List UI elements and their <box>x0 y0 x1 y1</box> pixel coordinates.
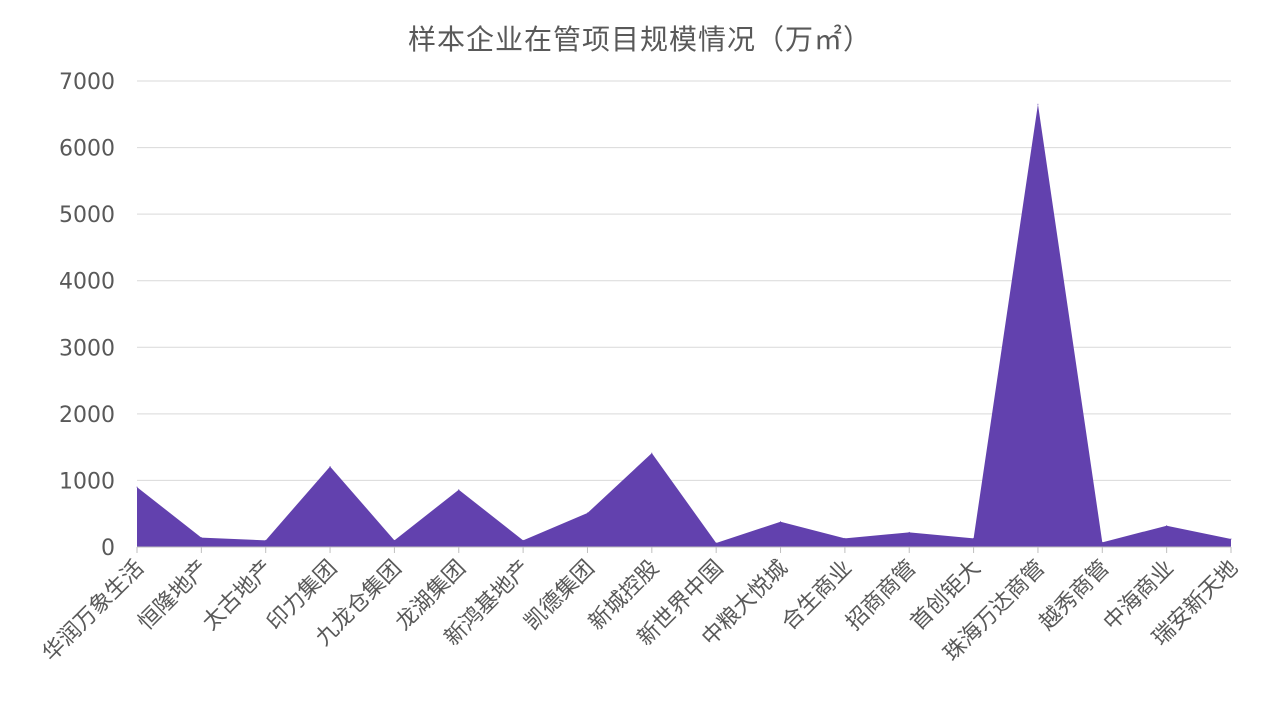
x-tick-label: 太古地产 <box>198 556 278 636</box>
data-point <box>458 489 460 491</box>
y-tick-label: 0 <box>101 536 115 561</box>
data-point <box>522 539 524 541</box>
data-point <box>844 537 846 539</box>
data-point <box>1166 525 1168 527</box>
x-tick-label: 合生商业 <box>777 556 857 636</box>
data-point <box>1230 538 1232 540</box>
y-tick-label: 1000 <box>59 469 115 494</box>
data-point <box>136 486 138 488</box>
y-axis-ticks: 0 1000 2000 3000 4000 5000 6000 7000 <box>59 70 115 561</box>
x-tick-label: 恒隆地产 <box>134 556 214 636</box>
x-axis-ticks: 华润万象生活恒隆地产太古地产印力集团九龙仓集团龙湖集团新鸿基地产凯德集团新城控股… <box>38 556 1243 667</box>
data-point <box>973 537 975 539</box>
y-tick-label: 4000 <box>59 270 115 295</box>
area-series <box>136 103 1232 548</box>
data-point <box>1037 103 1039 105</box>
x-tick-label: 越秀商管 <box>1035 556 1115 636</box>
data-point <box>586 512 588 514</box>
data-point <box>1101 541 1103 543</box>
data-point <box>200 537 202 539</box>
y-tick-label: 3000 <box>59 336 115 361</box>
chart-title: 样本企业在管项目规模情况（万㎡） <box>407 23 872 56</box>
axes <box>136 546 1232 553</box>
x-tick-label: 招商商管 <box>842 556 922 636</box>
data-point <box>265 539 267 541</box>
data-point <box>780 521 782 523</box>
y-tick-label: 7000 <box>59 70 115 95</box>
data-point <box>908 531 910 533</box>
x-tick-label: 华润万象生活 <box>38 556 149 667</box>
x-tick-label: 凯德集团 <box>520 556 600 636</box>
area-series-fill <box>137 104 1231 548</box>
data-point <box>329 465 331 467</box>
data-point <box>651 452 653 454</box>
data-point <box>393 539 395 541</box>
data-point <box>715 542 717 544</box>
y-tick-label: 6000 <box>59 137 115 162</box>
y-tick-label: 5000 <box>59 203 115 228</box>
y-tick-label: 2000 <box>59 403 115 428</box>
